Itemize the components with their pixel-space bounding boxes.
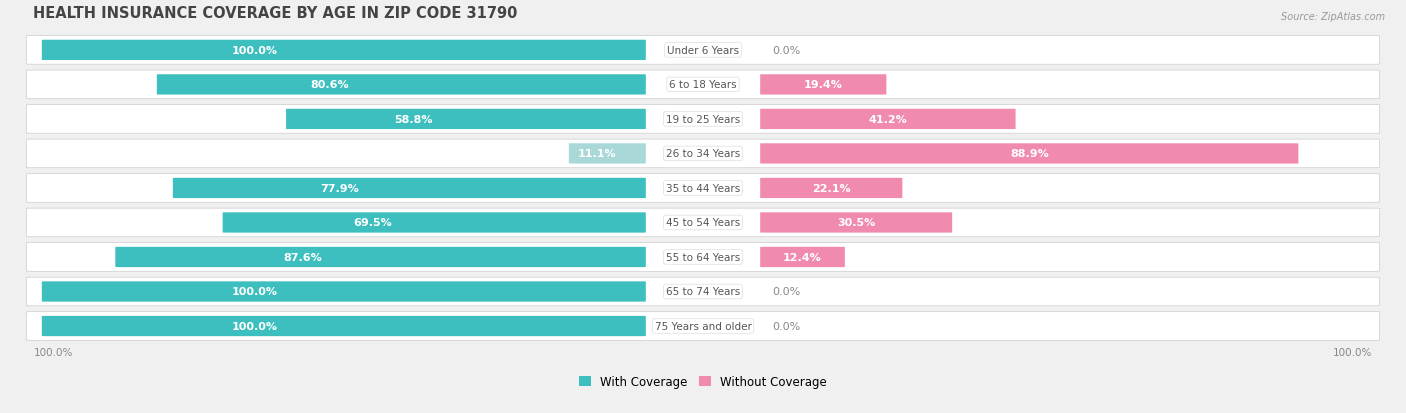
FancyBboxPatch shape xyxy=(27,174,1379,203)
FancyBboxPatch shape xyxy=(42,40,645,61)
Text: 65 to 74 Years: 65 to 74 Years xyxy=(666,287,740,297)
FancyBboxPatch shape xyxy=(115,247,645,268)
FancyBboxPatch shape xyxy=(27,209,1379,237)
FancyBboxPatch shape xyxy=(761,213,952,233)
Text: 75 Years and older: 75 Years and older xyxy=(655,321,751,331)
Text: 69.5%: 69.5% xyxy=(353,218,392,228)
FancyBboxPatch shape xyxy=(27,71,1379,100)
Text: 22.1%: 22.1% xyxy=(811,183,851,193)
FancyBboxPatch shape xyxy=(569,144,645,164)
Text: 87.6%: 87.6% xyxy=(283,252,322,262)
Text: 100.0%: 100.0% xyxy=(1333,347,1372,357)
Text: 80.6%: 80.6% xyxy=(311,80,349,90)
Text: 45 to 54 Years: 45 to 54 Years xyxy=(666,218,740,228)
Text: 41.2%: 41.2% xyxy=(869,115,907,125)
Text: 0.0%: 0.0% xyxy=(773,287,801,297)
Text: 30.5%: 30.5% xyxy=(837,218,876,228)
FancyBboxPatch shape xyxy=(42,282,645,302)
FancyBboxPatch shape xyxy=(761,247,845,268)
FancyBboxPatch shape xyxy=(761,109,1015,130)
Text: 100.0%: 100.0% xyxy=(34,347,73,357)
Text: 12.4%: 12.4% xyxy=(783,252,823,262)
FancyBboxPatch shape xyxy=(157,75,645,95)
Text: 19 to 25 Years: 19 to 25 Years xyxy=(666,115,740,125)
Text: Source: ZipAtlas.com: Source: ZipAtlas.com xyxy=(1281,12,1385,22)
FancyBboxPatch shape xyxy=(42,316,645,336)
FancyBboxPatch shape xyxy=(285,109,645,130)
Text: 58.8%: 58.8% xyxy=(395,115,433,125)
FancyBboxPatch shape xyxy=(27,243,1379,272)
FancyBboxPatch shape xyxy=(222,213,645,233)
FancyBboxPatch shape xyxy=(27,140,1379,169)
FancyBboxPatch shape xyxy=(27,278,1379,306)
Text: 0.0%: 0.0% xyxy=(773,46,801,56)
Text: 100.0%: 100.0% xyxy=(232,321,278,331)
FancyBboxPatch shape xyxy=(173,178,645,199)
Text: 35 to 44 Years: 35 to 44 Years xyxy=(666,183,740,193)
FancyBboxPatch shape xyxy=(761,178,903,199)
Text: 11.1%: 11.1% xyxy=(578,149,617,159)
FancyBboxPatch shape xyxy=(27,105,1379,134)
FancyBboxPatch shape xyxy=(27,36,1379,65)
FancyBboxPatch shape xyxy=(761,75,886,95)
FancyBboxPatch shape xyxy=(27,312,1379,340)
FancyBboxPatch shape xyxy=(761,144,1298,164)
Text: 6 to 18 Years: 6 to 18 Years xyxy=(669,80,737,90)
Text: 26 to 34 Years: 26 to 34 Years xyxy=(666,149,740,159)
Text: 77.9%: 77.9% xyxy=(321,183,360,193)
Text: 100.0%: 100.0% xyxy=(232,46,278,56)
Text: HEALTH INSURANCE COVERAGE BY AGE IN ZIP CODE 31790: HEALTH INSURANCE COVERAGE BY AGE IN ZIP … xyxy=(34,5,517,21)
Legend: With Coverage, Without Coverage: With Coverage, Without Coverage xyxy=(574,370,832,393)
Text: 0.0%: 0.0% xyxy=(773,321,801,331)
Text: Under 6 Years: Under 6 Years xyxy=(666,46,740,56)
Text: 88.9%: 88.9% xyxy=(1010,149,1049,159)
Text: 19.4%: 19.4% xyxy=(804,80,842,90)
Text: 100.0%: 100.0% xyxy=(232,287,278,297)
Text: 55 to 64 Years: 55 to 64 Years xyxy=(666,252,740,262)
